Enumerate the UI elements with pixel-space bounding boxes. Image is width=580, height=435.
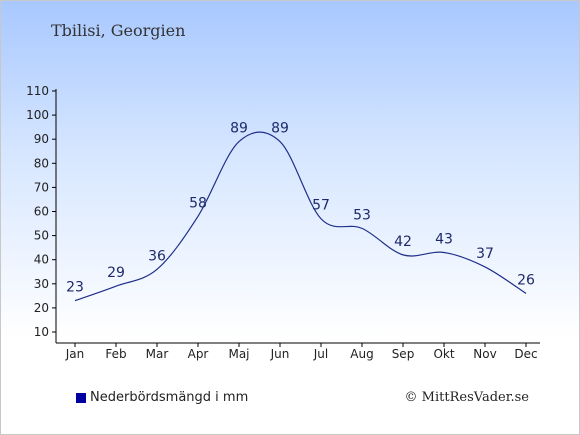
x-tick-label: Maj (228, 347, 249, 361)
x-tick-label: Jul (313, 347, 328, 361)
x-tick-label: Okt (433, 347, 454, 361)
y-tick-label: 60 (34, 205, 49, 219)
y-tick-label: 100 (26, 108, 49, 122)
data-label: 43 (435, 231, 453, 247)
x-tick-label: Aug (350, 347, 373, 361)
y-tick-label: 40 (34, 253, 49, 267)
legend: Nederbördsmängd i mm (76, 390, 248, 405)
y-tick-label: 70 (34, 180, 49, 194)
x-tick-label: Apr (188, 347, 209, 361)
x-tick-label: Sep (392, 347, 415, 361)
data-label: 57 (312, 198, 330, 214)
series-line (74, 131, 527, 302)
data-label: 37 (476, 246, 494, 262)
legend-label: Nederbördsmängd i mm (90, 390, 249, 405)
legend-swatch (76, 392, 86, 403)
data-label: 26 (517, 272, 535, 288)
y-tick-label: 30 (34, 277, 49, 291)
y-tick-label: 10 (34, 325, 49, 339)
chart-title: Tbilisi, Georgien (51, 21, 186, 40)
x-tick-label: Dec (514, 347, 537, 361)
data-label: 23 (66, 280, 84, 296)
x-tick-label: Jun (270, 347, 290, 361)
data-label: 53 (353, 207, 371, 223)
data-label: 29 (107, 265, 125, 281)
data-label: 58 (189, 195, 207, 211)
x-tick-label: Feb (105, 347, 126, 361)
x-tick-label: Mar (146, 347, 169, 361)
data-label: 89 (271, 121, 289, 137)
x-tick-label: Nov (473, 347, 496, 361)
y-tick-label: 20 (34, 301, 49, 315)
data-label: 36 (148, 248, 166, 264)
y-tick-label: 80 (34, 156, 49, 170)
y-tick-label: 50 (34, 229, 49, 243)
data-label: 42 (394, 234, 412, 250)
y-tick-label: 110 (26, 84, 49, 98)
x-tick-label: Jan (65, 347, 85, 361)
credit-text: © MittResVader.se (404, 390, 529, 405)
data-label: 89 (230, 121, 248, 137)
y-tick-label: 90 (34, 132, 49, 146)
